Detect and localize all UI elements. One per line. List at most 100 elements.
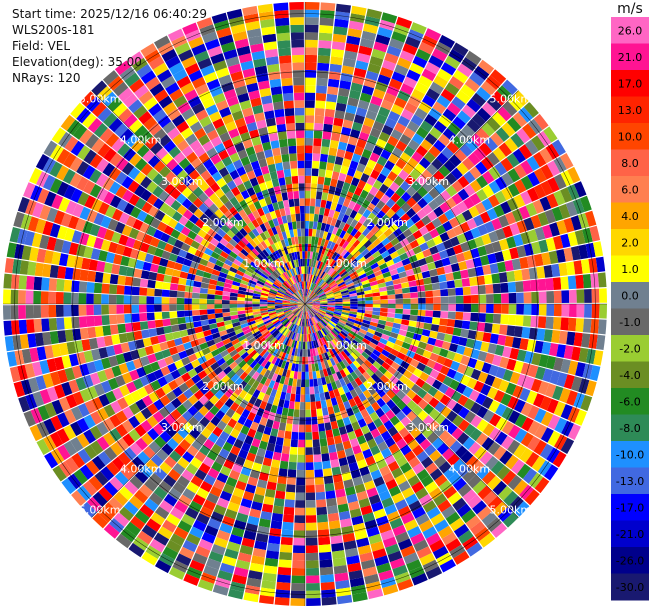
ray-gate — [313, 316, 319, 323]
ray-gate — [25, 305, 34, 319]
ray-gate — [446, 319, 456, 327]
ray-gate — [498, 379, 510, 393]
ray-gate — [406, 186, 417, 197]
ray-gate — [482, 184, 495, 198]
ray-gate — [305, 273, 307, 282]
ray-gate — [318, 544, 331, 553]
ray-gate — [399, 152, 411, 164]
ray-gate — [469, 428, 483, 442]
ray-gate — [350, 247, 359, 256]
ray-gate — [256, 382, 264, 392]
ray-gate — [322, 131, 332, 140]
ray-gate — [507, 168, 521, 183]
ray-gate — [292, 316, 298, 324]
ray-gate — [347, 256, 356, 264]
ray-gate — [418, 75, 433, 88]
ray-gate — [286, 484, 296, 493]
ray-gate — [367, 395, 376, 405]
ray-gate — [374, 345, 384, 353]
ray-gate — [137, 451, 151, 465]
ray-gate — [308, 356, 312, 365]
ray-gate — [305, 507, 317, 516]
ray-gate — [256, 322, 265, 328]
ray-gate — [563, 247, 574, 262]
ray-gate — [516, 292, 524, 304]
ray-gate — [71, 304, 79, 317]
ray-gate — [128, 542, 145, 558]
ray-gate — [308, 310, 313, 318]
ray-gate — [551, 139, 566, 156]
ray-gate — [502, 346, 512, 358]
ray-gate — [252, 301, 260, 304]
ray-gate — [252, 389, 261, 399]
ray-gate — [501, 435, 514, 450]
ray-gate — [313, 454, 322, 463]
ray-gate — [122, 406, 134, 420]
ray-gate — [268, 326, 276, 333]
ray-gate — [319, 559, 333, 568]
ray-gate — [288, 331, 293, 339]
ray-gate — [224, 548, 239, 560]
ray-gate — [237, 335, 247, 342]
ray-gate — [309, 206, 315, 214]
ray-gate — [315, 400, 322, 410]
colorbar-tick: 1.0 — [621, 263, 639, 276]
ray-gate — [307, 289, 312, 298]
ray-gate — [219, 490, 232, 502]
ray-gate — [267, 163, 277, 173]
ray-gate — [378, 353, 388, 362]
ray-gate — [575, 362, 586, 378]
ray-gate — [128, 415, 141, 429]
ray-gate — [296, 469, 305, 478]
ray-gate — [310, 274, 315, 283]
ray-gate — [312, 306, 320, 310]
ray-gate — [463, 171, 476, 184]
ray-gate — [445, 185, 458, 197]
ray-gate — [338, 141, 348, 151]
ray-gate — [434, 194, 446, 206]
ray-gate — [94, 471, 109, 486]
ray-gate — [338, 87, 350, 97]
ray-gate — [335, 305, 343, 308]
ray-gate — [426, 163, 438, 176]
ray-gate — [563, 217, 575, 233]
ray-gate — [263, 426, 272, 436]
ray-gate — [507, 475, 523, 491]
ray-gate — [436, 442, 450, 455]
ray-gate — [305, 145, 313, 154]
ray-gate — [323, 247, 330, 256]
ray-gate — [164, 402, 176, 414]
ray-gate — [282, 521, 294, 531]
ray-gate — [556, 372, 568, 387]
ray-gate — [486, 117, 501, 132]
ray-gate — [501, 304, 509, 314]
ray-gate — [234, 386, 243, 396]
ray-gate — [383, 92, 397, 104]
ray-gate — [305, 304, 312, 308]
ray-gate — [391, 467, 404, 479]
ray-gate — [233, 342, 242, 350]
ray-gate — [598, 319, 607, 335]
ray-gate — [337, 266, 345, 274]
ray-gate — [272, 505, 284, 515]
ray-gate — [175, 553, 192, 567]
ray-gate — [282, 92, 294, 102]
ray-gate — [287, 469, 297, 478]
ray-gate — [341, 292, 350, 296]
ray-gate — [159, 395, 171, 407]
ray-gate — [295, 317, 300, 326]
ray-gate — [455, 213, 467, 225]
ray-gate — [465, 50, 482, 66]
ray-gate — [256, 365, 264, 374]
ray-gate — [444, 387, 456, 398]
ray-gate — [356, 315, 365, 320]
ray-gate — [249, 508, 261, 519]
ray-gate — [383, 228, 393, 238]
ray-gate — [292, 416, 300, 425]
ray-gate — [401, 202, 412, 213]
ray-gate — [401, 287, 411, 294]
ray-gate — [342, 240, 350, 249]
ray-gate — [181, 513, 196, 526]
ray-gate — [201, 347, 211, 356]
ray-gate — [316, 260, 322, 269]
